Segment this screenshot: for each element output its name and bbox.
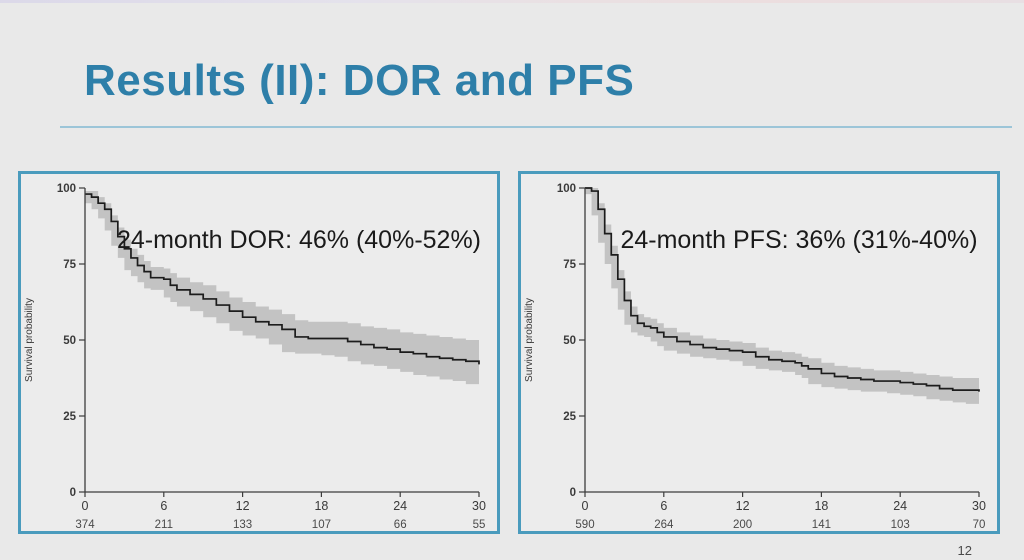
y-tick-label: 75 — [63, 259, 76, 271]
y-tick-label: 50 — [63, 335, 76, 347]
x-tick-label: 6 — [660, 499, 667, 513]
x-tick-label: 12 — [236, 499, 250, 513]
x-tick-label: 24 — [393, 499, 407, 513]
at-risk-count: 590 — [575, 519, 594, 531]
confidence-band — [85, 191, 479, 385]
y-tick-label: 0 — [70, 487, 76, 499]
x-tick-label: 30 — [472, 499, 486, 513]
at-risk-count: 211 — [155, 519, 173, 531]
video-edge-artifact — [0, 0, 1024, 3]
y-tick-label: 25 — [563, 411, 576, 423]
at-risk-count: 107 — [312, 519, 331, 531]
x-tick-label: 18 — [314, 499, 328, 513]
x-tick-label: 24 — [893, 499, 907, 513]
y-tick-label: 100 — [557, 183, 576, 195]
y-axis-label: Survival probability — [524, 298, 535, 382]
y-tick-label: 0 — [570, 487, 576, 499]
chart-annotation: 24-month PFS: 36% (31%-40%) — [620, 226, 977, 254]
at-risk-count: 200 — [733, 519, 752, 531]
x-tick-label: 0 — [582, 499, 589, 513]
x-tick-label: 6 — [160, 499, 167, 513]
at-risk-count: 141 — [812, 519, 831, 531]
x-tick-label: 18 — [814, 499, 828, 513]
dor-km-chart: 0 25 50 75 100 0 374 6 211 12 133 18 107 24 66 30 55 Surv… — [24, 183, 486, 531]
at-risk-count: 103 — [891, 519, 910, 531]
at-risk-count: 70 — [973, 519, 986, 531]
x-tick-label: 12 — [736, 499, 750, 513]
survival-curve — [585, 187, 980, 392]
y-tick-label: 25 — [63, 411, 76, 423]
confidence-band — [585, 188, 979, 404]
x-tick-label: 0 — [82, 499, 89, 513]
y-tick-label: 75 — [563, 259, 576, 271]
slide-title: Results (II): DOR and PFS — [84, 56, 635, 105]
chart-annotation: 24-month DOR: 46% (40%-52%) — [117, 226, 481, 254]
at-risk-count: 66 — [394, 519, 407, 531]
title-underline — [60, 126, 1012, 128]
survival-curve — [85, 193, 480, 365]
at-risk-count: 133 — [233, 519, 252, 531]
pfs-chart-panel: 0 25 50 75 100 0 590 6 264 12 200 18 141 24 103 30 70 Sur… — [518, 171, 1000, 534]
at-risk-count: 264 — [654, 519, 674, 531]
x-tick-label: 30 — [972, 499, 986, 513]
at-risk-count: 55 — [473, 519, 486, 531]
pfs-km-chart: 0 25 50 75 100 0 590 6 264 12 200 18 141 24 103 30 70 Sur… — [524, 183, 986, 531]
page-number: 12 — [957, 543, 972, 558]
y-axis-label: Survival probability — [24, 298, 35, 382]
dor-chart-panel: 0 25 50 75 100 0 374 6 211 12 133 18 107 24 66 30 55 Surv… — [18, 171, 500, 534]
y-tick-label: 50 — [563, 335, 576, 347]
y-tick-label: 100 — [57, 183, 76, 195]
at-risk-count: 374 — [75, 519, 95, 531]
